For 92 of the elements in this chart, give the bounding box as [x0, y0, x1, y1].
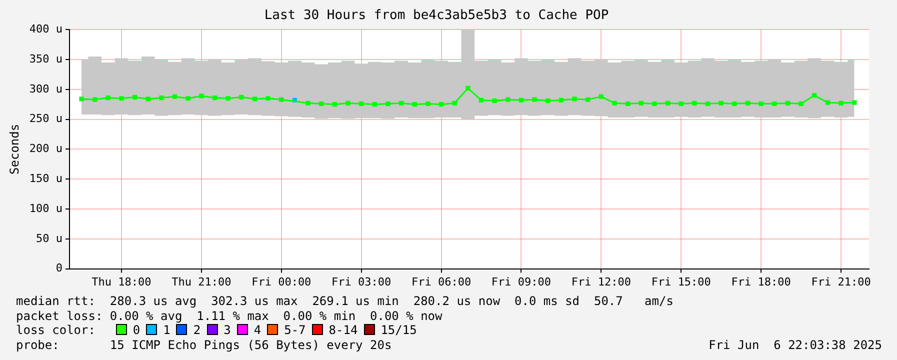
point [732, 101, 737, 106]
y-tick-label: 200 u [29, 142, 63, 156]
point [612, 100, 617, 106]
point [239, 94, 244, 100]
x-tick-label: Fri 09:00 [491, 275, 552, 288]
legend-label: 1 [163, 323, 170, 337]
point [758, 101, 764, 106]
y-tick-label: 0 [56, 262, 63, 275]
point [692, 100, 697, 106]
point [626, 101, 630, 106]
x-tick-label: Fri 18:00 [731, 275, 791, 288]
point [678, 101, 684, 106]
point [438, 102, 444, 107]
legend-label: 0 [132, 323, 140, 337]
legend-label: 5-7 [284, 323, 306, 337]
point [558, 98, 564, 102]
point [226, 96, 230, 101]
point [638, 100, 644, 106]
point [772, 101, 777, 106]
point [372, 102, 377, 107]
point [452, 100, 457, 106]
legend-label: 3 [224, 323, 231, 337]
y-tick-label: 50 u [36, 232, 63, 245]
point [212, 95, 218, 100]
text: median rtt: 280.3 us avg 302.3 us max 269.1 us min 280.2 us now 0.0 ms sd 50.7 am/s [16, 294, 674, 308]
y-tick-label: 150 u [29, 172, 63, 185]
y-tick-label: 300 u [29, 82, 63, 96]
y-tick-label: 250 u [29, 112, 63, 126]
x-tick-label: Fri 06:00 [411, 275, 472, 288]
point [466, 86, 470, 91]
point [518, 98, 524, 102]
point [106, 95, 110, 100]
point [492, 98, 497, 104]
point [745, 100, 750, 106]
legend-label: 15/15 [380, 323, 417, 337]
legend-label: 4 [254, 323, 262, 337]
point [79, 96, 84, 102]
point [426, 101, 430, 106]
point [812, 93, 817, 98]
x-tick-label: Fri 15:00 [651, 275, 711, 288]
y-tick-label: 350 u [29, 52, 63, 66]
point [798, 101, 804, 106]
y-tick-label: 100 u [29, 202, 63, 215]
point [306, 100, 310, 106]
point [159, 95, 164, 100]
point [825, 100, 830, 105]
legend-label: 2 [193, 323, 201, 337]
point [546, 98, 550, 104]
chart-title: Last 30 Hours from be4c3ab5e5b3 to Cache POP [264, 8, 609, 24]
x-tick-label: Thu 21:00 [172, 275, 232, 288]
point [785, 100, 790, 106]
point [346, 100, 350, 106]
point [506, 97, 510, 102]
y-axis-title: Seconds [7, 124, 22, 174]
point [252, 96, 258, 102]
x-tick-label: Thu 18:00 [92, 275, 152, 288]
y-tick-label: 400 u [29, 22, 63, 36]
point [665, 100, 670, 106]
x-tick-label: Fri 03:00 [332, 275, 392, 288]
point [172, 94, 178, 99]
point [279, 97, 284, 102]
point [718, 100, 724, 106]
point [572, 96, 577, 102]
point [92, 97, 98, 102]
point [598, 94, 604, 99]
point [705, 101, 710, 106]
point [119, 96, 124, 101]
point [412, 102, 417, 107]
point [319, 101, 324, 106]
point [386, 101, 390, 106]
x-tick-label: Fri 21:00 [811, 275, 871, 288]
point [652, 101, 657, 106]
point [359, 101, 364, 106]
point [186, 96, 190, 101]
point [266, 96, 270, 101]
point [852, 100, 857, 105]
text: packet loss: 0.00 % avg 1.11 % max 0.00 % min 0.00 % now [16, 308, 444, 323]
point [146, 96, 150, 102]
point [132, 94, 138, 100]
point [398, 100, 404, 106]
point [199, 94, 204, 98]
x-tick-label: Fri 00:00 [252, 275, 312, 288]
point [332, 102, 337, 107]
x-tick-label: Fri 12:00 [571, 275, 631, 288]
text: Fri Jun 6 22:03:38 2025 [708, 338, 882, 352]
point [838, 100, 844, 106]
point [532, 97, 537, 102]
legend-label: 8-14 [328, 323, 358, 337]
point [478, 98, 484, 102]
point [586, 97, 590, 102]
text: probe: 15 ICMP Echo Pings (56 Bytes) every 20s [16, 338, 392, 352]
legend-title: loss color: [16, 323, 96, 337]
